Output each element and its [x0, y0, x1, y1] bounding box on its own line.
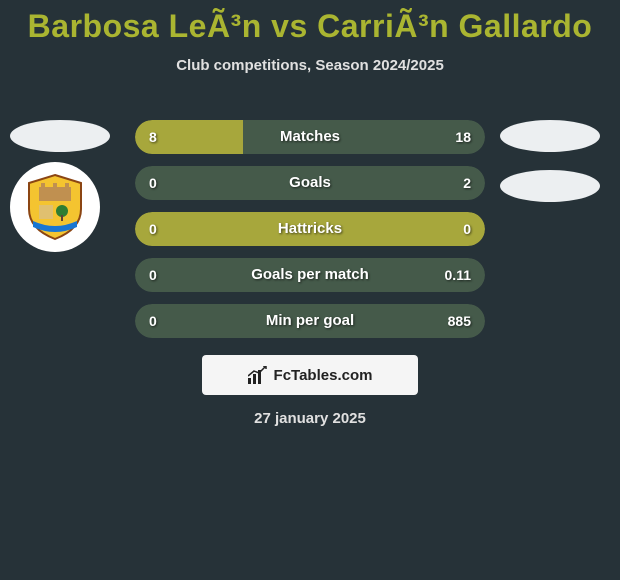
stat-row: 818Matches: [135, 120, 485, 154]
stat-bars: 818Matches 02Goals 00Hattricks 00.11Goals p…: [135, 120, 485, 350]
right-player-oval-2: [500, 170, 600, 202]
bar-label: Hattricks: [135, 212, 485, 246]
left-player-oval: [10, 120, 110, 152]
bar-label: Matches: [135, 120, 485, 154]
stat-row: 00.11Goals per match: [135, 258, 485, 292]
page-title: Barbosa LeÃ³n vs CarriÃ³n Gallardo: [0, 0, 620, 45]
crest-icon: [19, 171, 91, 243]
footer-brand-text: FcTables.com: [274, 367, 373, 384]
team-crest: [10, 162, 100, 252]
stat-row: 00Hattricks: [135, 212, 485, 246]
stat-row: 0885Min per goal: [135, 304, 485, 338]
date-text: 27 january 2025: [0, 410, 620, 427]
chart-icon: [248, 366, 268, 384]
bar-label: Min per goal: [135, 304, 485, 338]
bar-label: Goals per match: [135, 258, 485, 292]
stat-row: 02Goals: [135, 166, 485, 200]
right-player-oval-1: [500, 120, 600, 152]
right-player-column: [500, 120, 600, 220]
left-player-column: [10, 120, 110, 252]
subtitle: Club competitions, Season 2024/2025: [0, 57, 620, 74]
bar-label: Goals: [135, 166, 485, 200]
footer-brand-box[interactable]: FcTables.com: [202, 355, 418, 395]
